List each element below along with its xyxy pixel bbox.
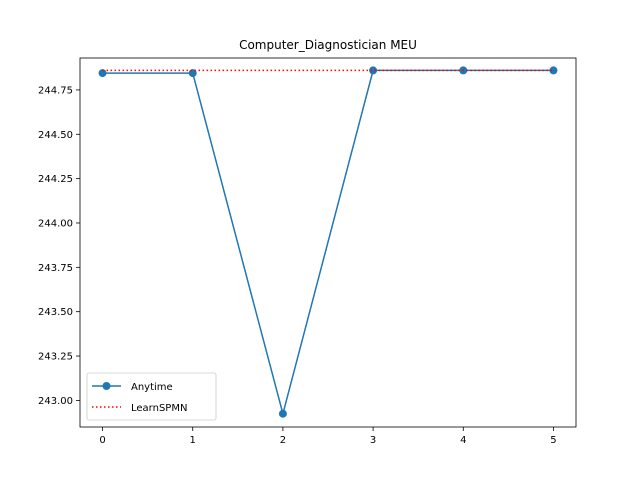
- series-line-anytime: [102, 69, 554, 417]
- y-tick-label: 244.00: [38, 218, 73, 229]
- y-tick-label: 243.00: [38, 396, 73, 407]
- x-tick-label: 2: [280, 435, 286, 446]
- x-tick-label: 3: [370, 435, 376, 446]
- x-tick-label: 4: [460, 435, 466, 446]
- y-axis: 243.00 243.25 243.50 243.75 244.00 244.25 244.…: [38, 85, 80, 407]
- data-point: [98, 69, 107, 78]
- y-tick-label: 244.75: [38, 85, 73, 96]
- series-anytime: [98, 66, 558, 418]
- legend-item: LearnSPMN: [92, 403, 187, 414]
- y-tick-label: 243.50: [38, 307, 73, 318]
- y-tick-label: 243.25: [38, 352, 73, 363]
- y-tick-label: 244.50: [38, 130, 73, 141]
- data-point: [278, 409, 287, 418]
- legend: Anytime LearnSPMN: [86, 372, 217, 421]
- legend-label: LearnSPMN: [131, 403, 187, 414]
- x-tick-label: 5: [550, 435, 556, 446]
- series-layer: [98, 66, 558, 418]
- data-point: [549, 66, 558, 75]
- data-point: [369, 66, 378, 75]
- x-tick-label: 1: [190, 435, 196, 446]
- legend-box: [86, 372, 217, 421]
- legend-item: Anytime: [92, 382, 173, 393]
- x-axis: 0 1 2 3 4 5: [99, 427, 557, 446]
- x-tick-label: 0: [99, 435, 105, 446]
- y-tick-label: 243.75: [38, 263, 73, 274]
- legend-marker: [102, 382, 111, 390]
- legend-label: Anytime: [131, 382, 173, 393]
- chart-title: Computer_Diagnostician MEU: [239, 38, 417, 52]
- plot-area-frame: [79, 57, 577, 428]
- y-tick-label: 244.25: [38, 174, 73, 185]
